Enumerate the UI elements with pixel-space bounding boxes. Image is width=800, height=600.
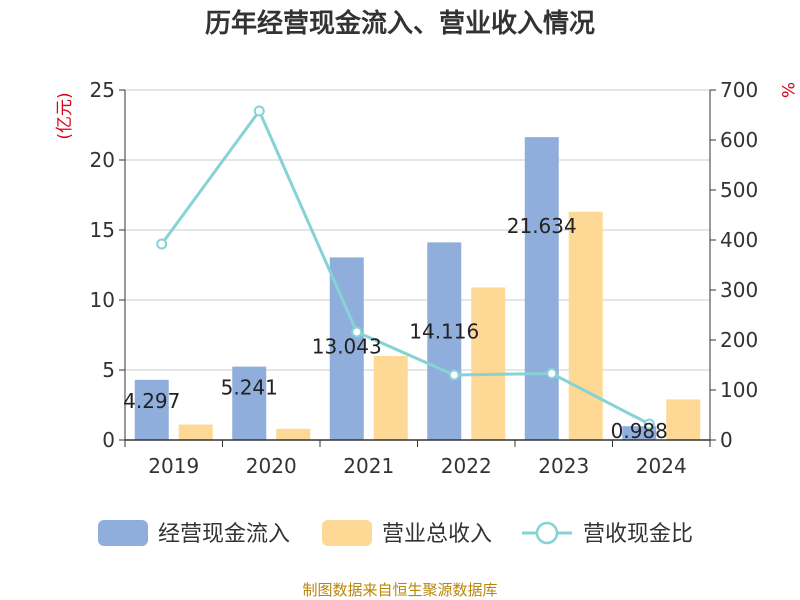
legend-label-revenue: 营业总收入 [382, 522, 492, 547]
bar-revenue [276, 428, 311, 440]
bar-cash-inflow [232, 366, 267, 440]
bar-cash-inflow [427, 242, 462, 440]
data-label-cash-inflow: 13.043 [312, 334, 382, 358]
x-tick-label: 2022 [441, 454, 492, 478]
x-tick-label: 2024 [636, 454, 687, 478]
left-axis-unit: (亿元) [55, 92, 75, 139]
data-labels: 4.297 5.241 13.043 14.116 21.634 0.988 [123, 214, 668, 443]
legend-swatch-revenue [322, 520, 372, 546]
data-label-cash-inflow: 21.634 [507, 214, 577, 238]
right-tick-label: 600 [720, 128, 758, 152]
data-label-cash-inflow: 0.988 [611, 419, 668, 443]
ratio-point [156, 238, 168, 250]
data-label-cash-inflow: 5.241 [221, 376, 278, 400]
data-label-cash-inflow: 14.116 [409, 319, 479, 343]
bar-cash-inflow [329, 257, 364, 440]
left-tick-label: 20 [90, 148, 115, 172]
legend: 经营现金流入 营业总收入 营收现金比 [98, 520, 693, 547]
legend-label-cash-inflow: 经营现金流入 [158, 522, 290, 547]
x-tick-label: 2023 [538, 454, 589, 478]
left-tick-label: 10 [90, 288, 115, 312]
right-axis-unit: % [777, 82, 797, 98]
bar-cash-inflow [524, 137, 559, 440]
x-tick-label: 2019 [148, 454, 199, 478]
ratio-point [448, 369, 460, 381]
ratio-point [546, 368, 558, 379]
left-tick-label: 5 [102, 358, 115, 382]
ratio-line [156, 105, 655, 430]
ratio-point [643, 418, 655, 430]
bars [134, 137, 701, 440]
x-tick-label: 2020 [246, 454, 297, 478]
right-tick-label: 200 [720, 328, 758, 352]
right-tick-label: 0 [720, 428, 733, 452]
bar-cash-inflow [134, 379, 169, 440]
right-tick-label: 100 [720, 378, 758, 402]
right-tick-label: 400 [720, 228, 758, 252]
bar-cash-inflow [622, 426, 657, 440]
right-tick-label: 300 [720, 278, 758, 302]
legend-swatch-cash-inflow [98, 520, 148, 546]
data-label-cash-inflow: 4.297 [123, 389, 180, 413]
legend-swatch-ratio-marker [535, 521, 559, 545]
source-note: 制图数据来自恒生聚源数据库 [302, 581, 497, 599]
left-tick-label: 25 [90, 78, 115, 102]
chart-title: 历年经营现金流入、营业收入情况 [205, 8, 595, 39]
x-tick-label: 2021 [343, 454, 394, 478]
bar-revenue [471, 287, 506, 440]
bar-revenue [568, 211, 603, 440]
ratio-line-path [160, 108, 650, 426]
bar-revenue [373, 356, 408, 440]
legend-label-ratio: 营收现金比 [583, 522, 693, 547]
left-tick-label: 15 [90, 218, 115, 242]
bar-revenue [666, 399, 701, 440]
bar-revenue [178, 424, 213, 440]
ratio-point [351, 326, 363, 338]
right-tick-label: 700 [720, 78, 758, 102]
ratio-point [253, 105, 265, 117]
right-tick-label: 500 [720, 178, 758, 202]
left-tick-label: 0 [102, 428, 115, 452]
axes: 0 5 10 15 20 25 0 100 200 300 400 500 600 700 2019 2020… [90, 78, 759, 478]
